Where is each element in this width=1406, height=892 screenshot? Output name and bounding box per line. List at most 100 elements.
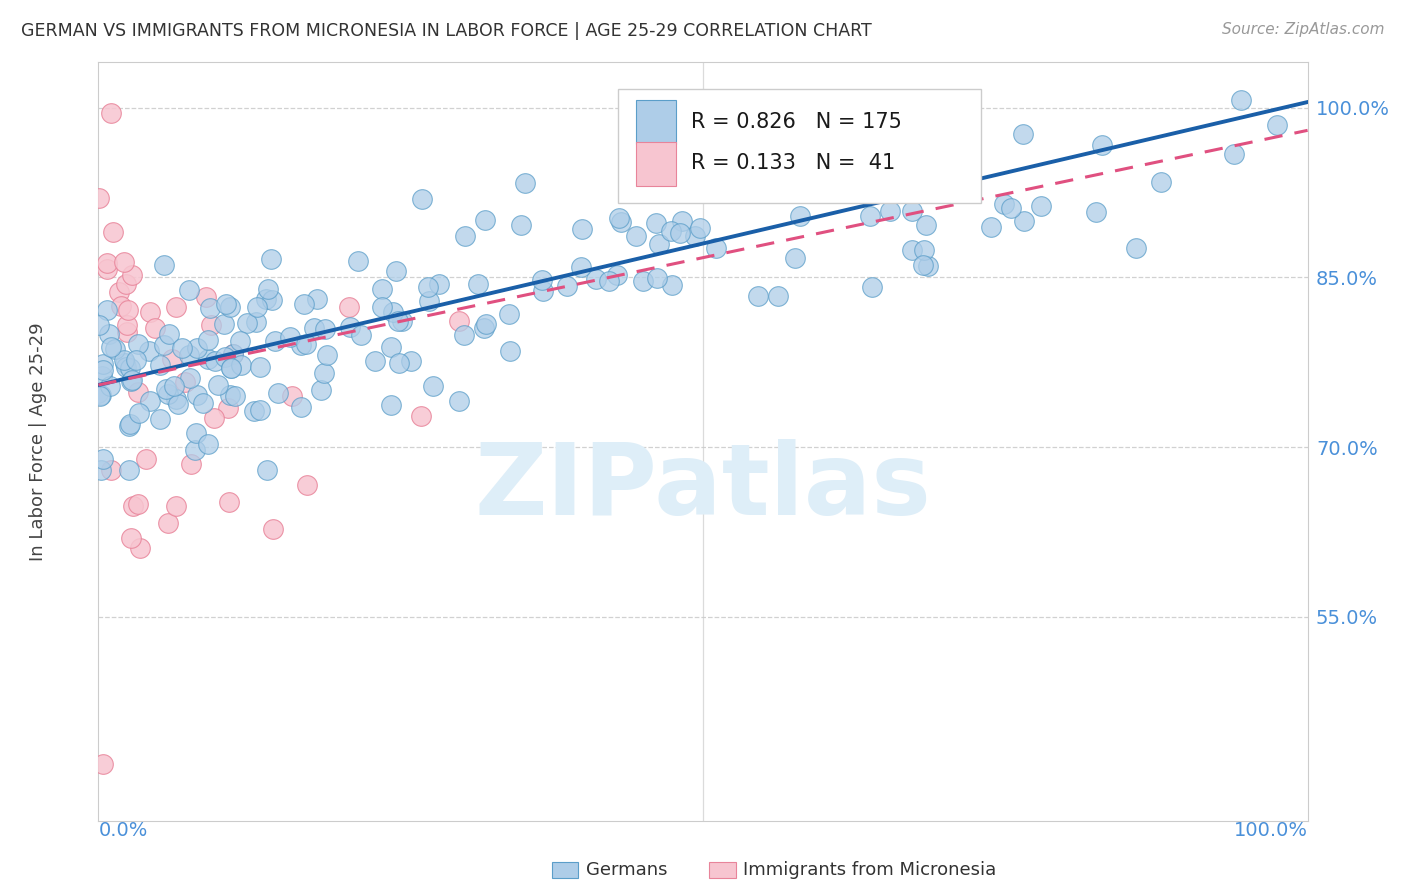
Point bbox=[120, 531, 142, 545]
Point bbox=[197, 351, 219, 366]
Point bbox=[449, 394, 471, 409]
Point bbox=[217, 401, 239, 415]
Point bbox=[337, 300, 360, 314]
Point bbox=[145, 321, 167, 335]
Point bbox=[859, 209, 882, 223]
Point bbox=[115, 318, 138, 332]
Point bbox=[380, 340, 402, 354]
Point bbox=[98, 379, 121, 393]
Point bbox=[912, 244, 935, 258]
Point bbox=[186, 388, 208, 402]
Point bbox=[499, 344, 522, 359]
Point bbox=[314, 322, 336, 336]
Point bbox=[259, 252, 281, 266]
Point bbox=[278, 329, 301, 343]
Point bbox=[120, 375, 142, 389]
Point bbox=[249, 403, 271, 417]
Text: 0.0%: 0.0% bbox=[98, 821, 148, 839]
Point bbox=[747, 289, 769, 303]
Bar bbox=[709, 862, 735, 879]
Point bbox=[475, 318, 498, 332]
Point bbox=[371, 282, 394, 296]
Point bbox=[661, 277, 683, 292]
Point bbox=[1029, 199, 1052, 213]
Point bbox=[91, 452, 114, 467]
Point bbox=[89, 389, 111, 403]
Point bbox=[295, 336, 318, 351]
Point bbox=[93, 357, 115, 371]
Point bbox=[659, 224, 682, 238]
Text: In Labor Force | Age 25-29: In Labor Force | Age 25-29 bbox=[30, 322, 46, 561]
Point bbox=[138, 343, 160, 358]
Point bbox=[207, 378, 229, 392]
Point bbox=[110, 299, 132, 313]
Point bbox=[125, 353, 148, 368]
Point bbox=[683, 229, 706, 244]
Point bbox=[427, 277, 450, 291]
Point bbox=[204, 354, 226, 368]
Point bbox=[100, 106, 122, 120]
Point bbox=[121, 499, 143, 513]
Point bbox=[789, 209, 811, 223]
Point bbox=[219, 361, 242, 376]
Point bbox=[112, 255, 135, 269]
Point bbox=[472, 321, 495, 335]
Point bbox=[114, 356, 136, 370]
Point bbox=[157, 387, 180, 401]
Point bbox=[165, 392, 187, 406]
Point bbox=[179, 371, 201, 385]
Point bbox=[96, 262, 118, 277]
Point bbox=[631, 274, 654, 288]
Point bbox=[186, 341, 208, 355]
Point bbox=[934, 175, 956, 189]
Point bbox=[387, 313, 409, 327]
Point bbox=[246, 300, 269, 314]
Point bbox=[350, 328, 373, 343]
Point bbox=[416, 280, 439, 294]
Point bbox=[671, 214, 693, 228]
Point bbox=[104, 342, 127, 356]
Point bbox=[860, 279, 883, 293]
Point bbox=[381, 305, 404, 319]
FancyBboxPatch shape bbox=[619, 89, 981, 202]
Point bbox=[121, 268, 143, 282]
Point bbox=[901, 204, 924, 219]
Point bbox=[704, 241, 727, 255]
Point bbox=[897, 169, 920, 184]
Point bbox=[115, 325, 138, 339]
Point bbox=[218, 388, 240, 402]
Point bbox=[453, 327, 475, 342]
Text: 100.0%: 100.0% bbox=[1233, 821, 1308, 839]
Point bbox=[509, 218, 531, 232]
Point bbox=[555, 278, 578, 293]
Point bbox=[295, 478, 318, 492]
Point bbox=[172, 341, 194, 355]
Text: ZIPatlas: ZIPatlas bbox=[475, 439, 931, 535]
Point bbox=[91, 757, 114, 772]
Point bbox=[218, 495, 240, 509]
Point bbox=[1125, 241, 1147, 255]
Point bbox=[156, 516, 179, 531]
Point bbox=[921, 177, 943, 191]
Text: Immigrants from Micronesia: Immigrants from Micronesia bbox=[742, 861, 997, 879]
Point bbox=[281, 389, 304, 403]
Point bbox=[191, 396, 214, 410]
Point bbox=[236, 316, 259, 330]
Point bbox=[135, 452, 157, 467]
Point bbox=[1085, 205, 1108, 219]
Point bbox=[90, 387, 112, 401]
Point bbox=[200, 318, 222, 333]
Point bbox=[309, 383, 332, 397]
Point bbox=[411, 192, 433, 206]
Point bbox=[212, 317, 235, 331]
Point bbox=[935, 132, 957, 146]
Point bbox=[399, 354, 422, 368]
Point bbox=[302, 321, 325, 335]
Point bbox=[100, 463, 122, 477]
Point bbox=[184, 443, 207, 458]
Point bbox=[898, 181, 921, 195]
Point bbox=[454, 228, 477, 243]
Point bbox=[177, 284, 200, 298]
Point bbox=[149, 358, 172, 372]
Point bbox=[598, 274, 620, 288]
